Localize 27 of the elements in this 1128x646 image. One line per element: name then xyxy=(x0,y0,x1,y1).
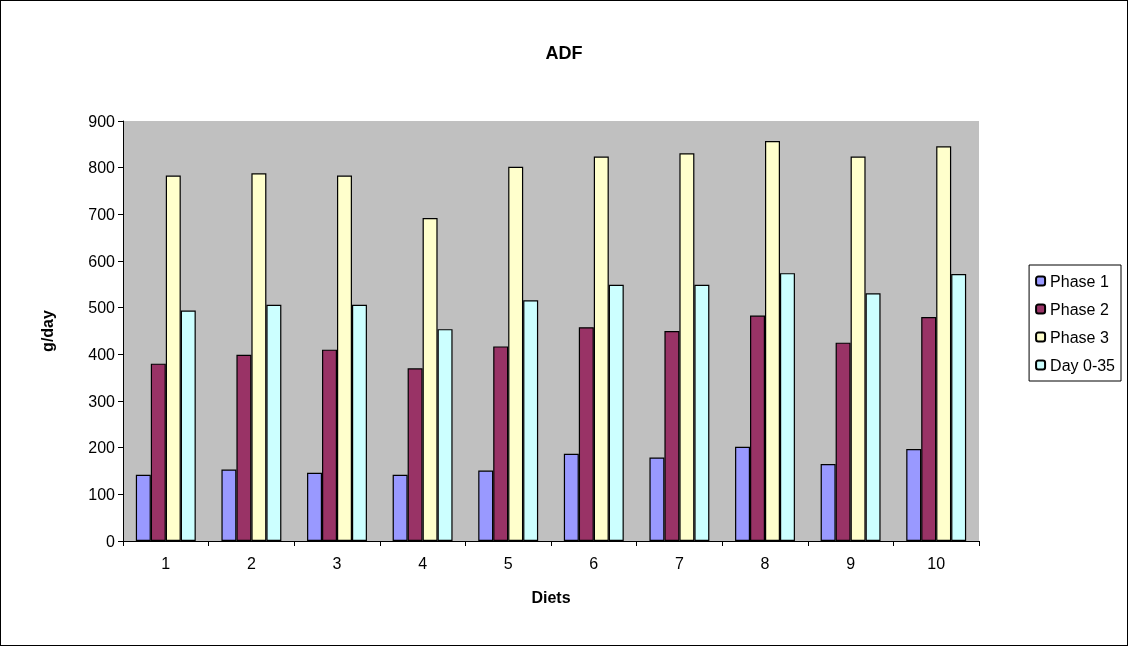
x-tick-label: 8 xyxy=(760,554,770,572)
y-tick-label: 0 xyxy=(106,532,116,550)
y-tick-label: 100 xyxy=(88,485,116,503)
legend-label: Day 0-35 xyxy=(1050,356,1116,374)
y-tick-label: 500 xyxy=(88,299,116,317)
y-tick-label: 800 xyxy=(88,159,116,177)
legend-label: Phase 3 xyxy=(1050,328,1109,346)
y-tick-label: 600 xyxy=(88,252,116,270)
y-tick-label: 200 xyxy=(88,439,116,457)
y-tick-label: 300 xyxy=(88,392,116,410)
y-tick-label: 900 xyxy=(88,112,116,130)
x-axis-title: Diets xyxy=(531,588,571,606)
x-tick-label: 5 xyxy=(503,554,513,572)
x-tick-label: 7 xyxy=(674,554,684,572)
y-axis-title: g/day xyxy=(38,310,56,352)
x-tick-label: 9 xyxy=(846,554,856,572)
y-tick-label: 400 xyxy=(88,345,116,363)
legend-label: Phase 2 xyxy=(1050,300,1109,318)
legend-label: Phase 1 xyxy=(1050,272,1109,290)
chart-title: ADF xyxy=(545,43,583,63)
x-tick-label: 4 xyxy=(418,554,428,572)
y-tick-label: 700 xyxy=(88,205,116,223)
x-tick-label: 10 xyxy=(927,554,946,572)
x-tick-label: 6 xyxy=(589,554,599,572)
x-tick-label: 1 xyxy=(161,554,171,572)
x-tick-label: 3 xyxy=(332,554,342,572)
x-tick-label: 2 xyxy=(246,554,256,572)
